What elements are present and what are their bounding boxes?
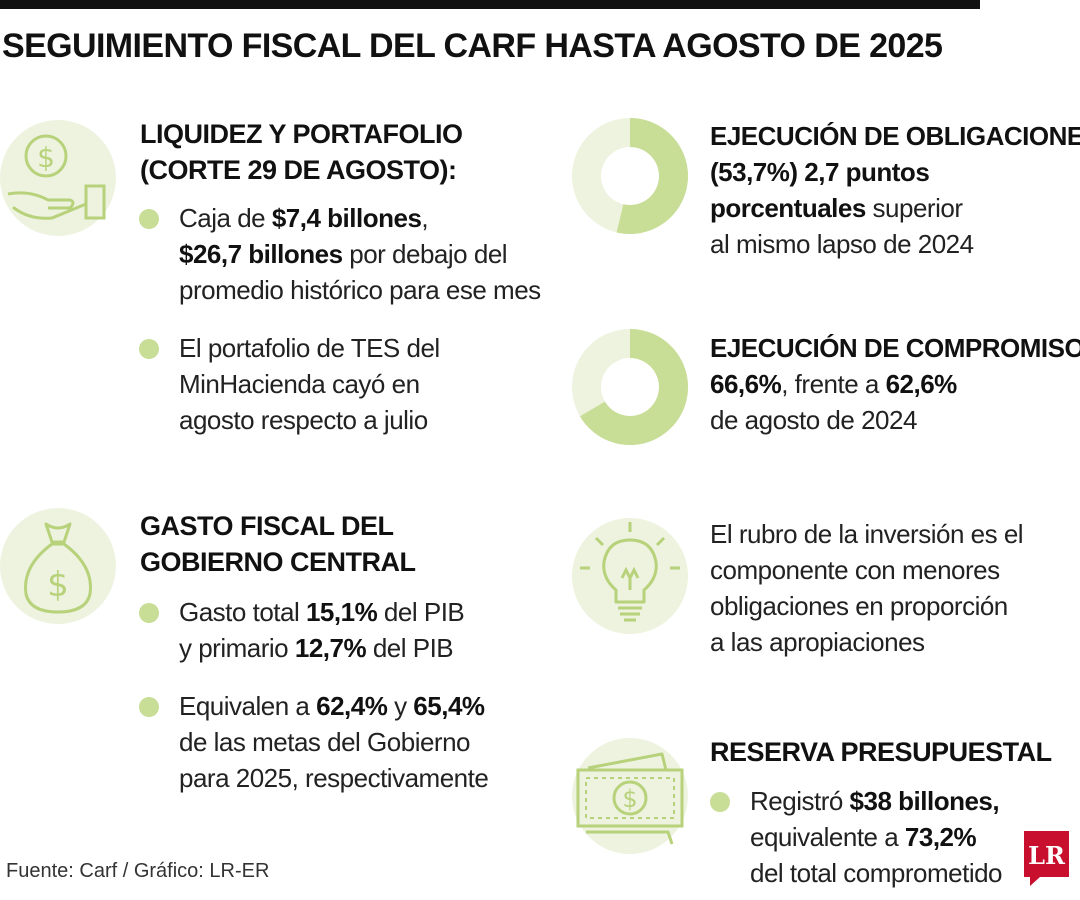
reserva-bullet: Registró $38 billones, equivalente a 73,… xyxy=(709,783,1003,891)
text-run: y primario xyxy=(179,633,295,663)
text-run-bold: 65,4% xyxy=(413,691,485,721)
svg-text:$: $ xyxy=(622,785,637,813)
lightbulb-icon xyxy=(572,518,688,634)
text-run-bold: $26,7 billones xyxy=(179,239,343,269)
gasto-heading-line-1: GASTO FISCAL DEL xyxy=(140,511,394,541)
text-run-bold: 62,6% xyxy=(885,369,958,399)
donut-chart-icon xyxy=(572,118,688,234)
liquidez-heading-line-1: LIQUIDEZ Y PORTAFOLIO xyxy=(140,119,463,149)
gasto-bullet-total: Gasto total 15,1% del PIB y primario 12,… xyxy=(138,594,465,666)
text-run: al mismo lapso de 2024 xyxy=(710,229,974,259)
source-credit: Fuente: Carf / Gráfico: LR-ER xyxy=(6,860,270,882)
text-run: Equivalen a xyxy=(179,691,317,721)
top-bar xyxy=(0,0,980,9)
text-run: superior xyxy=(865,193,963,223)
text-run: Gasto total xyxy=(179,597,306,627)
text-run-bold: 73,2% xyxy=(904,822,977,852)
text-run-bold: 66,6% xyxy=(710,369,782,399)
text-run: del total comprometido xyxy=(750,858,1003,888)
text-run: promedio histórico para ese mes xyxy=(179,275,541,305)
text-run: para 2025, respectivamente xyxy=(179,763,489,793)
logo-text: LR xyxy=(1028,841,1066,870)
money-bag-icon: $ xyxy=(0,508,116,624)
text-run: por debajo del xyxy=(342,239,508,269)
text-run: El rubro de la inversión es el xyxy=(710,519,1024,549)
donut-compromisos-arc xyxy=(579,329,688,445)
donut-chart-icon xyxy=(572,329,688,445)
text-run-bold: 15,1% xyxy=(305,597,378,627)
text-run: , frente a xyxy=(781,369,886,399)
text-run-bold: $38 billones, xyxy=(849,786,1000,816)
liquidez-heading-line-2: (CORTE 29 DE AGOSTO): xyxy=(140,155,457,185)
text-run: obligaciones en proporción xyxy=(710,591,1008,621)
obligaciones-text: EJECUCIÓN DE OBLIGACIONES: (53,7%) 2,7 p… xyxy=(710,118,1080,262)
text-run: a las apropiaciones xyxy=(710,627,925,657)
compromisos-heading: EJECUCIÓN DE COMPROMISOS: xyxy=(710,333,1080,363)
svg-text:$: $ xyxy=(37,141,55,174)
gasto-bullet-metas: Equivalen a 62,4% y 65,4% de las metas d… xyxy=(138,688,489,796)
text-run: del PIB xyxy=(366,633,454,663)
obligaciones-heading: EJECUCIÓN DE OBLIGACIONES: xyxy=(710,121,1080,151)
gasto-heading: GASTO FISCAL DEL GOBIERNO CENTRAL xyxy=(140,508,416,580)
liquidez-bullet-caja: Caja de $7,4 billones, $26,7 billones po… xyxy=(139,200,541,308)
text-run: y xyxy=(387,691,414,721)
gasto-heading-line-2: GOBIERNO CENTRAL xyxy=(140,547,416,577)
text-run: Caja de xyxy=(179,203,272,233)
text-run: de agosto de 2024 xyxy=(710,405,917,435)
hand-coin-icon: $ xyxy=(0,120,116,236)
liquidez-heading: LIQUIDEZ Y PORTAFOLIO (CORTE 29 DE AGOST… xyxy=(140,116,463,188)
page-title: SEGUIMIENTO FISCAL DEL CARF HASTA AGOSTO… xyxy=(2,27,943,65)
text-run-bold: $7,4 billones xyxy=(271,203,422,233)
text-run: equivalente a xyxy=(750,822,905,852)
text-run: de las metas del Gobierno xyxy=(179,727,471,757)
reserva-heading: RESERVA PRESUPUESTAL xyxy=(710,737,1052,767)
text-run-bold: 12,7% xyxy=(294,633,367,663)
text-run-bold: 62,4% xyxy=(316,691,388,721)
inversion-text: El rubro de la inversión es el component… xyxy=(710,516,1024,660)
donut-obligaciones-arc xyxy=(616,118,688,234)
text-run: , xyxy=(421,203,429,233)
text-run-bold: porcentuales xyxy=(710,193,866,223)
text-run-bold: (53,7%) 2,7 puntos xyxy=(710,157,930,187)
text-run: componente con menores xyxy=(710,555,1000,585)
text-run: Registró xyxy=(750,786,850,816)
lr-logo-icon: LR xyxy=(1024,831,1069,886)
text-run: agosto respecto a julio xyxy=(179,405,428,435)
text-run: MinHacienda cayó en xyxy=(179,369,420,399)
banknote-icon: $ xyxy=(572,738,688,854)
text-run: El portafolio de TES del xyxy=(179,333,440,363)
compromisos-text: EJECUCIÓN DE COMPROMISOS: 66,6%, frente … xyxy=(710,330,1080,438)
text-run: del PIB xyxy=(377,597,465,627)
liquidez-bullet-portafolio: El portafolio de TES del MinHacienda cay… xyxy=(139,330,440,438)
svg-text:$: $ xyxy=(47,565,69,605)
